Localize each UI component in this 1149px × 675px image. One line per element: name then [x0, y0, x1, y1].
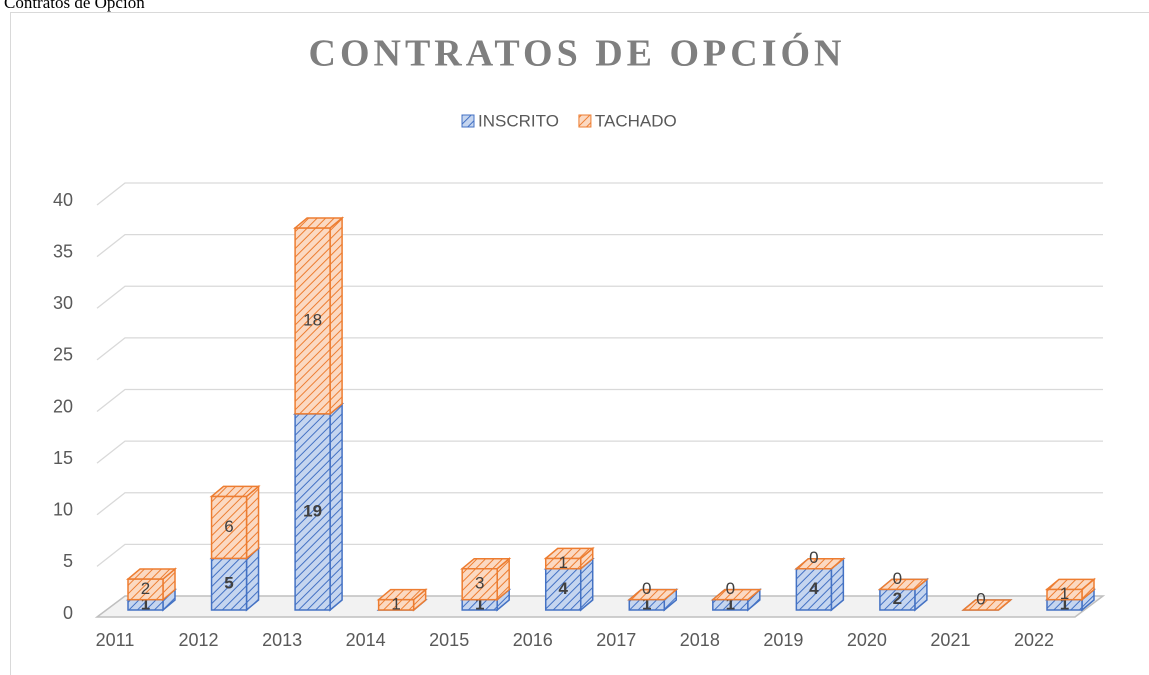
- bar-side: [245, 484, 260, 560]
- data-label: 1: [726, 594, 735, 613]
- bar-top: [543, 547, 595, 560]
- y-tick-label: 15: [53, 448, 73, 468]
- data-label: 1: [558, 553, 567, 572]
- grid-line: [96, 337, 1103, 361]
- floor: [94, 595, 1106, 618]
- bar-top: [209, 485, 261, 498]
- data-label: 0: [642, 579, 651, 598]
- chart-title: CONTRATOS DE OPCIÓN: [309, 33, 846, 75]
- bar-side: [329, 402, 343, 612]
- grid-line: [96, 182, 1103, 206]
- x-tick-label: 2011: [96, 630, 135, 650]
- data-label: 0: [726, 579, 735, 598]
- bar: [210, 557, 248, 611]
- bar-top: [125, 568, 178, 580]
- legend-label: INSCRITO: [478, 111, 559, 130]
- data-label: 1: [391, 594, 400, 613]
- data-label: 0: [976, 589, 985, 608]
- bar-side: [329, 216, 343, 416]
- data-label: 0: [893, 569, 902, 588]
- y-tick-label: 0: [63, 603, 73, 623]
- data-label: 1: [141, 594, 150, 613]
- x-tick-label: 2013: [262, 630, 302, 650]
- y-tick-label: 10: [53, 500, 73, 520]
- y-tick-label: 5: [63, 551, 73, 571]
- x-tick-label: 2016: [513, 630, 553, 650]
- x-tick-label: 2017: [596, 630, 636, 650]
- bar: [294, 227, 331, 415]
- legend-swatch: [578, 114, 592, 128]
- bar-top: [877, 578, 929, 591]
- data-label: 3: [475, 574, 484, 593]
- x-tick-label: 2015: [429, 630, 469, 650]
- chart-border: [10, 12, 1149, 675]
- data-label: 19: [303, 501, 322, 520]
- bar-top: [1044, 578, 1097, 591]
- data-label: 4: [558, 579, 568, 598]
- bar-top: [627, 588, 679, 601]
- data-label: 5: [224, 574, 233, 593]
- data-label: 6: [224, 517, 233, 536]
- x-tick-label: 2020: [847, 630, 887, 650]
- y-tick-label: 35: [53, 241, 73, 261]
- data-label: 2: [893, 589, 902, 608]
- y-tick-label: 25: [53, 345, 73, 365]
- grid-line: [96, 285, 1103, 309]
- x-tick-label: 2021: [930, 630, 970, 650]
- y-tick-label: 40: [53, 190, 73, 210]
- legend-label: TACHADO: [595, 111, 677, 130]
- data-label: 4: [809, 579, 819, 598]
- caption: Contratos de Opción: [4, 0, 145, 12]
- x-tick-label: 2014: [346, 630, 386, 650]
- data-label: 1: [642, 594, 651, 613]
- y-tick-label: 30: [53, 293, 73, 313]
- bar: [544, 567, 582, 611]
- data-label: 18: [303, 310, 322, 329]
- bar: [294, 413, 331, 611]
- y-tick-label: 20: [53, 396, 73, 416]
- legend-swatch: [461, 114, 475, 128]
- bar-top: [376, 588, 428, 601]
- x-tick-label: 2012: [179, 630, 219, 650]
- x-tick-label: 2019: [763, 630, 803, 650]
- bar-top: [460, 557, 512, 570]
- grid-line: [96, 388, 1103, 413]
- bar: [210, 495, 248, 560]
- bar: [461, 567, 498, 601]
- grid-line: [96, 543, 1103, 567]
- x-tick-label: 2022: [1014, 630, 1054, 650]
- data-label: 1: [1060, 594, 1069, 613]
- grid-line: [96, 492, 1103, 516]
- grid-line: [96, 440, 1103, 464]
- data-label: 2: [141, 579, 150, 598]
- data-label: 1: [1060, 584, 1069, 603]
- bar-top: [293, 217, 345, 229]
- data-label: 1: [475, 594, 484, 613]
- grid-line: [96, 233, 1103, 258]
- bar-top: [961, 599, 1013, 611]
- data-label: 0: [809, 548, 818, 567]
- bar-top: [794, 557, 846, 570]
- x-tick-label: 2018: [680, 630, 720, 650]
- bar-top: [710, 588, 762, 601]
